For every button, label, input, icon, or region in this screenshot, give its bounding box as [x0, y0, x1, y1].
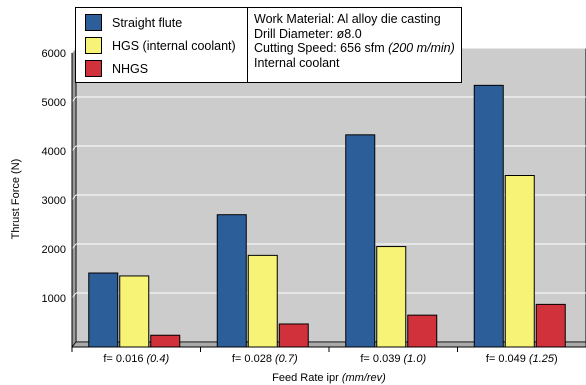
bar [535, 303, 566, 348]
x-axis-label-units: (mm/rev) [342, 372, 386, 384]
legend-swatch-straight-flute [85, 14, 102, 31]
x-tick-label-main: f= 0.028 [232, 353, 275, 365]
x-tick-label: f= 0.028 (0.7) [232, 353, 298, 365]
bar [345, 134, 376, 348]
note-work-material: Work Material: Al alloy die casting [254, 12, 455, 27]
bar [376, 246, 407, 348]
gridline-depth [71, 96, 77, 103]
legend-item-hgs: HGS (internal coolant) [85, 34, 247, 57]
legend: Straight flute HGS (internal coolant) NH… [75, 7, 462, 83]
x-tick-label: f= 0.016 (0.4) [103, 353, 169, 365]
legend-item-straight-flute: Straight flute [85, 11, 247, 34]
x-axis-label-main: Feed Rate ipr [272, 372, 342, 384]
legend-swatch-nhgs [85, 60, 102, 77]
bar [247, 254, 278, 348]
note-drill-diameter: Drill Diameter: ø8.0 [254, 27, 455, 42]
bar [504, 175, 535, 348]
note-coolant-text: Internal coolant [254, 55, 340, 70]
bar [473, 84, 504, 348]
y-axis-label: Thrust Force (N) [10, 159, 22, 240]
legend-item-nhgs: NHGS [85, 57, 247, 80]
note-cutting-speed-metric: (200 m/min) [388, 41, 455, 55]
x-tick-label-metric: (0.7) [275, 353, 298, 365]
y-tick-label: 3000 [42, 195, 66, 207]
legend-label-straight-flute: Straight flute [112, 15, 183, 30]
bar [216, 214, 247, 348]
legend-series-list: Straight flute HGS (internal coolant) NH… [76, 8, 248, 82]
bar [88, 272, 119, 348]
legend-label-hgs: HGS (internal coolant) [112, 38, 236, 53]
test-conditions-notes: Work Material: Al alloy die casting Dril… [248, 8, 455, 82]
legend-label-nhgs: NHGS [112, 61, 149, 76]
legend-swatch-hgs [85, 37, 102, 54]
bar [278, 323, 309, 348]
y-tick-label: 4000 [42, 146, 66, 158]
note-cutting-speed-text: Cutting Speed: 656 sfm [254, 41, 389, 55]
x-tick-label: f= 0.039 (1.0) [360, 353, 426, 365]
y-tick-label: 1000 [42, 293, 66, 305]
note-cutting-speed: Cutting Speed: 656 sfm (200 m/min) [254, 41, 455, 56]
x-tick-label-metric: (1.25 [529, 353, 555, 365]
y-tick-label: 5000 [42, 97, 66, 109]
x-tick-label-tail: ) [554, 353, 558, 365]
x-tick-label-main: f= 0.016 [103, 353, 146, 365]
x-tick-label-metric: (1.0) [404, 353, 427, 365]
gridline-depth [71, 243, 77, 250]
gridline-depth [71, 194, 77, 201]
note-drill-diameter-text: Drill Diameter: ø8.0 [254, 26, 362, 41]
x-axis-label: Feed Rate ipr (mm/rev) [272, 372, 386, 384]
x-tick-label: f= 0.049 (1.25) [486, 353, 558, 365]
y-tick-label: 6000 [42, 48, 66, 60]
bar [150, 334, 181, 348]
x-tick-label-main: f= 0.039 [360, 353, 403, 365]
bar [119, 275, 150, 348]
bar [407, 314, 438, 348]
note-work-material-text: Work Material: Al alloy die casting [254, 12, 441, 26]
x-tick-label-main: f= 0.049 [486, 353, 529, 365]
y-tick-label: 2000 [42, 244, 66, 256]
gridline-depth [71, 292, 77, 299]
note-coolant: Internal coolant [254, 56, 455, 71]
gridline-depth [71, 145, 77, 152]
x-tick-label-metric: (0.4) [147, 353, 170, 365]
